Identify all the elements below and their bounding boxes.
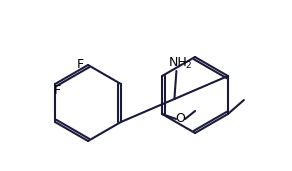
Text: F: F	[53, 84, 61, 97]
Text: 2: 2	[186, 61, 191, 69]
Text: O: O	[175, 113, 185, 126]
Text: NH: NH	[169, 56, 188, 69]
Text: F: F	[77, 58, 84, 71]
